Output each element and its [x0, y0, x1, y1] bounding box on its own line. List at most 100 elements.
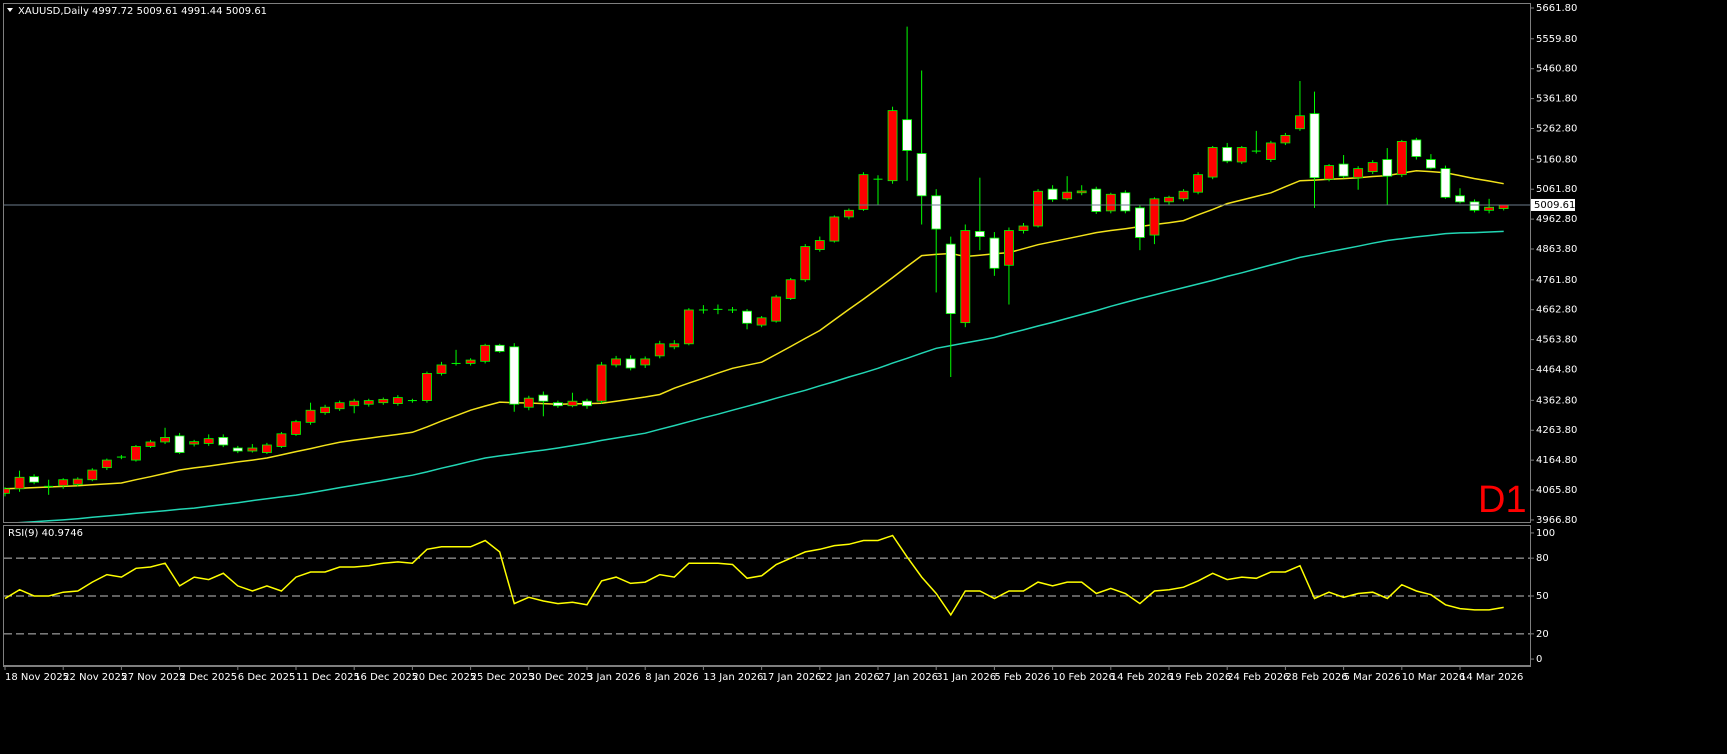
candle-body	[611, 358, 621, 366]
menu-arrow	[7, 8, 13, 12]
candle-body	[1455, 195, 1465, 203]
candle-body	[945, 243, 956, 314]
last-close: 5009.61	[226, 6, 267, 17]
x-tick-label: 8 Jan 2026	[645, 672, 699, 683]
candle-body	[1164, 196, 1174, 203]
candle-body	[480, 344, 491, 362]
rsi-line	[4, 534, 1504, 617]
candle-body	[1062, 191, 1073, 200]
candle-body	[960, 230, 971, 324]
rsi-title: RSI(9)	[8, 528, 39, 539]
y-tick-label: 4263.80	[1536, 425, 1577, 436]
candle-body	[654, 343, 665, 357]
price-plot	[4, 26, 1530, 522]
x-tick-label: 14 Feb 2026	[1111, 672, 1173, 683]
x-tick-label: 27 Jan 2026	[878, 672, 938, 683]
last-open: 4997.72	[92, 6, 133, 17]
y-tick-label: 100	[1536, 528, 1555, 539]
candle-body	[276, 433, 287, 447]
candle-body	[392, 397, 403, 404]
rsi-label: RSI(9) 40.9746	[8, 528, 83, 539]
x-tick-label: 19 Feb 2026	[1169, 672, 1231, 683]
candle-body	[232, 447, 243, 452]
candle-body	[683, 309, 694, 345]
x-tick-label: 18 Nov 2025	[5, 672, 69, 683]
candle-body	[4, 488, 10, 494]
y-tick-label: 5262.80	[1536, 124, 1577, 135]
y-tick-label: 4863.80	[1536, 244, 1577, 255]
rsi-plot	[4, 534, 1530, 635]
candle-body	[1382, 159, 1393, 177]
candle-body	[378, 398, 389, 404]
candle-body	[174, 435, 185, 453]
x-tick-label: 22 Jan 2026	[820, 672, 880, 683]
y-tick-label: 5460.80	[1536, 64, 1577, 75]
candle-body	[1426, 159, 1436, 169]
candle-body	[131, 446, 141, 461]
y-tick-label: 5361.80	[1536, 94, 1577, 105]
candle-body	[1324, 165, 1334, 180]
candle-body	[1076, 190, 1087, 194]
candle-body	[1295, 115, 1305, 130]
x-tick-label: 11 Dec 2025	[296, 672, 360, 683]
y-tick-label: 4662.80	[1536, 305, 1577, 316]
y-tick-label: 80	[1536, 553, 1549, 564]
candle-body	[1004, 230, 1014, 266]
candle-body	[1411, 139, 1422, 157]
candle-body	[160, 437, 170, 443]
candle-body	[553, 402, 563, 407]
y-tick-label: 50	[1536, 591, 1549, 602]
candle-body	[596, 364, 607, 402]
candle-body	[742, 310, 752, 324]
x-tick-label: 24 Feb 2026	[1227, 672, 1289, 683]
y-tick-label: 5160.80	[1536, 154, 1577, 165]
candle-body	[1236, 147, 1247, 163]
candle-body	[1353, 168, 1364, 179]
candle-body	[1105, 193, 1116, 212]
candle-body	[247, 447, 258, 452]
y-tick-label: 4761.80	[1536, 275, 1577, 286]
candle-body	[1280, 134, 1291, 144]
x-tick-label: 31 Jan 2026	[936, 672, 996, 683]
candle-body	[1018, 225, 1029, 231]
y-tick-label: 4464.80	[1536, 365, 1577, 376]
y-tick-label: 4164.80	[1536, 455, 1577, 466]
candle-body	[523, 397, 534, 408]
candle-body	[436, 364, 447, 374]
candle-body	[218, 437, 229, 446]
candle-body	[756, 317, 767, 326]
x-tick-label: 13 Jan 2026	[703, 672, 763, 683]
x-tick-label: 10 Mar 2026	[1402, 672, 1465, 683]
candle-body	[320, 406, 331, 414]
candle-body	[1222, 147, 1233, 162]
candle-body	[1120, 192, 1131, 212]
candle-body	[1265, 142, 1276, 160]
candle-body	[1207, 147, 1218, 178]
x-tick-label: 14 Mar 2026	[1460, 672, 1523, 683]
candle-body	[101, 459, 112, 469]
y-tick-label: 5661.80	[1536, 3, 1577, 14]
candle-body	[261, 444, 272, 453]
candle-body	[814, 240, 825, 250]
candle-body	[974, 231, 985, 237]
candle-body	[305, 409, 316, 423]
candle-body	[858, 174, 869, 210]
candle-body	[291, 421, 301, 435]
x-tick-label: 20 Dec 2025	[412, 672, 476, 683]
axes: 5661.80 5559.80 5460.80 5361.80 5262.80 5160.…	[4, 3, 1577, 683]
candle-body	[916, 153, 927, 197]
candle-body	[1396, 141, 1407, 176]
candle-body	[582, 400, 592, 407]
candle-body	[1440, 168, 1451, 198]
rsi-last: 40.9746	[42, 528, 83, 539]
x-tick-label: 28 Feb 2026	[1285, 672, 1347, 683]
candle-body	[1047, 188, 1058, 200]
candle-body	[1338, 163, 1349, 177]
candle-body	[509, 346, 520, 405]
x-tick-label: 10 Feb 2026	[1053, 672, 1115, 683]
moving-average	[17, 230, 1504, 522]
chart-header: XAUUSD,Daily 4997.72 5009.61 4991.44 500…	[18, 6, 267, 17]
candle-body	[1135, 207, 1145, 238]
y-tick-label: 0	[1536, 654, 1542, 665]
candle-body	[465, 359, 476, 364]
